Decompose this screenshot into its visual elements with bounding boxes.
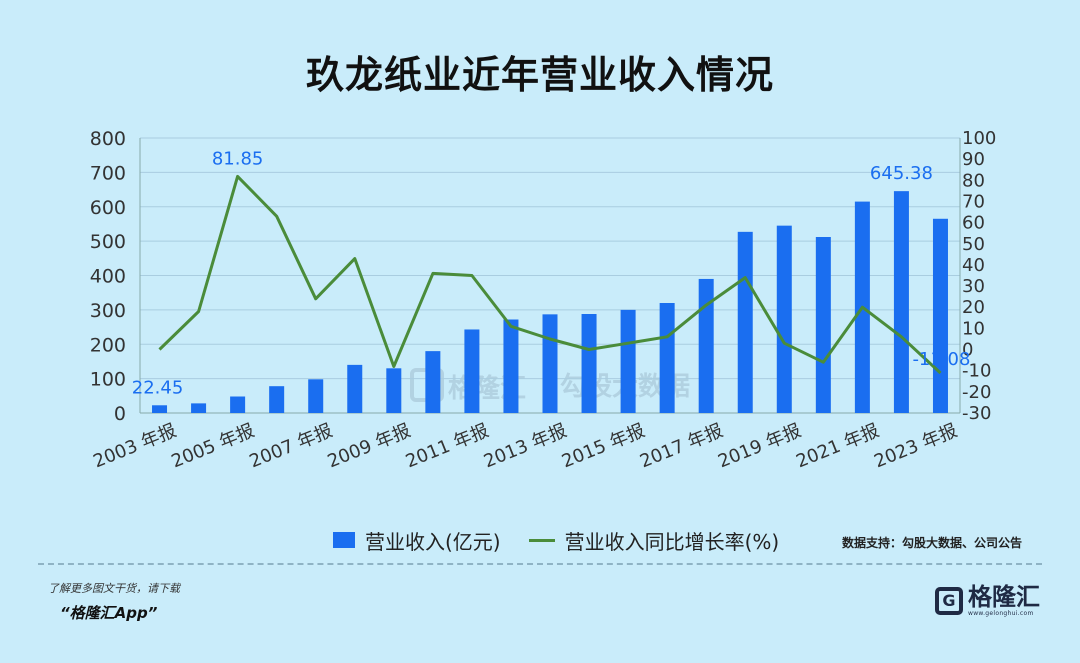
line-growth-rate [158, 174, 942, 375]
promo-line-2: “格隆汇App” [60, 604, 158, 622]
x-tick-label: 2017 年报 [637, 420, 726, 472]
x-tick-label: 2019 年报 [715, 420, 804, 472]
bar-revenue [581, 314, 597, 413]
data-label: 645.38 [870, 163, 933, 184]
bar-revenue [542, 314, 558, 413]
bar-revenue [776, 225, 792, 413]
x-tick-label: 2021 年报 [793, 420, 882, 472]
legend-item-revenue: 营业收入(亿元) [333, 526, 501, 555]
data-label: -11.08 [912, 349, 970, 370]
legend-item-growth: 营业收入同比增长率(%) [528, 526, 780, 555]
legend-bar-swatch [333, 532, 355, 548]
bar-revenue [737, 231, 753, 413]
y-right-tick-label: 100 [962, 128, 996, 149]
bar-revenue [893, 191, 909, 413]
y-left-tick-label: 300 [90, 300, 126, 322]
bar-revenue [815, 237, 831, 413]
y-right-tick-label: 50 [962, 234, 985, 255]
y-right-tick-label: -10 [962, 361, 991, 382]
y-right-tick-label: -20 [962, 382, 991, 403]
y-right-tick-label: -30 [962, 403, 991, 424]
bar-revenue [230, 396, 246, 413]
y-left-tick-label: 100 [90, 369, 126, 391]
bar-revenue [425, 351, 441, 413]
y-left-tick-label: 500 [90, 231, 126, 253]
promo-line-1: 了解更多图文干货，请下载 [48, 582, 180, 595]
gelonghui-g-icon: G [935, 586, 963, 615]
bar-revenue [659, 303, 675, 413]
y-left-tick-label: 400 [90, 266, 126, 288]
y-left-tick-label: 800 [90, 128, 126, 150]
x-tick-label: 2003 年报 [90, 420, 179, 472]
bar-revenue [503, 319, 519, 413]
data-label: 22.45 [132, 377, 184, 398]
x-tick-label: 2015 年报 [559, 420, 648, 472]
data-source: 数据支持：勾股大数据、公司公告 [841, 536, 1022, 550]
y-left-tick-label: 200 [90, 334, 126, 356]
x-tick-label: 2007 年报 [247, 420, 336, 472]
y-left-tick-label: 0 [114, 403, 126, 425]
bar-revenue [308, 379, 324, 413]
y-right-tick-label: 40 [962, 255, 985, 276]
bar-revenue [620, 309, 636, 413]
legend-label-revenue: 营业收入(亿元) [365, 529, 501, 554]
bar-revenue [269, 386, 285, 413]
logo-subtext: www.gelonghui.com [968, 610, 1034, 617]
y-right-tick-label: 80 [962, 170, 985, 191]
bar-revenue [932, 218, 948, 413]
bar-revenue [152, 405, 168, 413]
y-left-tick-label: 700 [90, 162, 126, 184]
data-label: 81.85 [212, 148, 264, 169]
bar-revenue [386, 368, 402, 413]
x-tick-label: 2011 年报 [403, 420, 492, 472]
x-tick-label: 2009 年报 [325, 420, 414, 472]
bar-revenue [464, 329, 480, 413]
chart-title: 玖龙纸业近年营业收入情况 [305, 53, 774, 97]
y-right-tick-label: 10 [962, 318, 985, 339]
x-tick-label: 2023 年报 [871, 420, 960, 472]
bar-revenue [698, 278, 714, 413]
gelonghui-logo: G 格隆汇 www.gelonghui.com [935, 584, 1040, 617]
chart: 0100200300400500600700800-30-20-10010203… [90, 128, 997, 472]
bar-revenue [191, 403, 207, 413]
y-right-tick-label: 0 [962, 340, 973, 361]
y-right-tick-label: 70 [962, 191, 985, 212]
x-tick-label: 2005 年报 [168, 420, 257, 472]
legend-label-growth: 营业收入同比增长率(%) [564, 529, 780, 554]
logo-text: 格隆汇 [968, 583, 1040, 611]
chart-legend: 营业收入(亿元) 营业收入同比增长率(%) [333, 526, 807, 555]
y-right-tick-label: 30 [962, 276, 985, 297]
bar-revenue [347, 364, 363, 413]
legend-line-swatch [528, 538, 555, 542]
y-right-tick-label: 60 [962, 213, 985, 234]
y-right-tick-label: 90 [962, 149, 985, 170]
x-tick-label: 2013 年报 [481, 420, 570, 472]
y-right-tick-label: 20 [962, 297, 985, 318]
y-left-tick-label: 600 [90, 197, 126, 219]
divider [38, 563, 1042, 565]
